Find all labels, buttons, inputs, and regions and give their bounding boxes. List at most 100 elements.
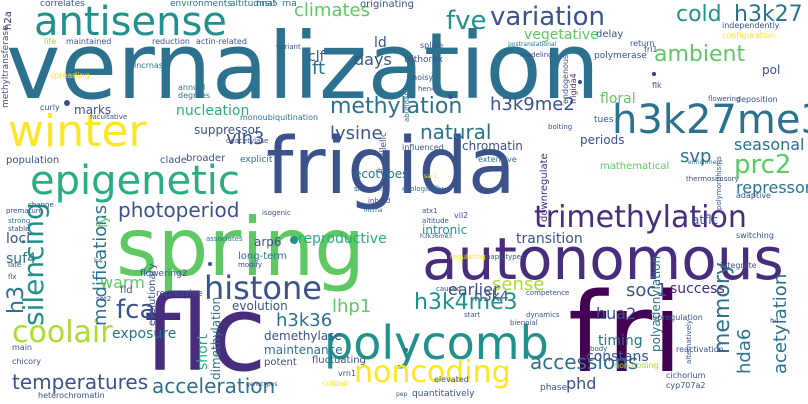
word: regulating: [450, 253, 486, 261]
word: variant: [276, 43, 301, 51]
word: chicory: [12, 357, 42, 366]
word: marks: [74, 103, 112, 117]
word: dimethylation: [209, 296, 223, 380]
word: facultative: [90, 113, 128, 121]
word: fri: [568, 269, 683, 397]
word: accessions: [530, 350, 639, 374]
word: altitude: [422, 217, 449, 225]
word: hua2: [596, 304, 637, 323]
word: lncrna: [364, 207, 383, 214]
word: associates: [206, 235, 243, 243]
word: maintained: [66, 37, 112, 46]
word: abundance: [403, 83, 411, 122]
word: flx: [8, 273, 17, 281]
word: enrichment: [688, 159, 723, 166]
word: vil2: [454, 211, 469, 220]
word: broader: [186, 153, 226, 164]
word: body: [590, 345, 608, 353]
word: fld: [120, 285, 133, 296]
word: deposition: [736, 95, 778, 104]
word: exposure: [112, 326, 177, 342]
word: splice: [420, 41, 444, 50]
word: h3k4me3: [414, 290, 518, 315]
word: variation: [490, 2, 605, 32]
word: main: [12, 343, 32, 352]
word: allelic: [379, 131, 389, 158]
word: success: [670, 281, 725, 297]
word: antisense: [34, 0, 227, 45]
word: cyp707a2: [666, 381, 706, 390]
word: nucleation: [176, 103, 250, 119]
word: return: [630, 39, 655, 48]
word: alternatively: [685, 320, 693, 364]
word: h3k9me2: [490, 94, 575, 115]
word: memory: [710, 262, 735, 354]
word: polyadenylation: [649, 255, 663, 352]
word: fca: [116, 295, 156, 325]
word: polymerase: [594, 51, 647, 61]
word: configuration: [722, 31, 776, 40]
word: histone: [204, 269, 322, 307]
word: cichorium: [666, 371, 706, 380]
word: intronic: [422, 223, 468, 237]
word: polymorphisms: [715, 156, 723, 210]
word: climates: [294, 0, 370, 21]
dot-mark: [652, 72, 656, 76]
word: frl1: [644, 45, 658, 54]
word: caused: [436, 285, 461, 293]
word: noisy: [412, 73, 434, 82]
word: biennial: [510, 319, 538, 327]
word: haplotypes: [486, 253, 525, 261]
word: spreading: [50, 71, 90, 80]
word: premature: [6, 207, 43, 215]
word: floral: [600, 91, 636, 107]
word: mathematical: [600, 161, 670, 172]
word: strong: [8, 217, 31, 225]
word: transition: [516, 231, 583, 247]
word: noncoding: [354, 355, 511, 390]
word: sar1: [424, 173, 438, 180]
word: thermosensory: [686, 175, 739, 183]
word: coldair: [322, 379, 350, 388]
word: elevated: [434, 375, 469, 384]
word: deacetylase: [226, 137, 269, 145]
word: epigenetic: [30, 158, 240, 204]
word: upregulation: [652, 313, 703, 322]
word: flk: [652, 81, 662, 90]
word: atx1: [422, 207, 438, 215]
word: h3: [4, 286, 29, 314]
word: ecologically: [402, 185, 444, 193]
word: frigida4: [569, 73, 578, 104]
word: autonomous: [422, 225, 784, 293]
word: clf: [308, 49, 325, 65]
word: warm: [100, 273, 145, 292]
word: correlates: [40, 0, 85, 9]
word: modeling: [520, 51, 553, 59]
word: monoubiquitination: [240, 113, 319, 122]
word: ecotypes: [354, 167, 409, 181]
word: lncrnas: [134, 61, 163, 70]
word: explicit: [240, 155, 273, 165]
word: clade: [160, 155, 187, 166]
word: rna: [282, 0, 297, 9]
word: photoperiod: [118, 198, 240, 222]
word: population: [6, 155, 60, 166]
word: downregulate: [539, 153, 550, 222]
word: ld: [374, 35, 387, 51]
word: actin-related: [196, 37, 247, 46]
word: soc1: [626, 280, 668, 301]
word: isogenic: [262, 209, 291, 217]
word: maintenance: [264, 343, 343, 357]
dot-mark: [64, 100, 70, 106]
word: potent: [264, 357, 297, 368]
word: box: [378, 167, 391, 175]
word: cold: [676, 2, 722, 27]
word: frigida: [266, 122, 516, 212]
word: annual: [178, 83, 206, 92]
word: atflc: [692, 213, 719, 227]
word: hda6: [734, 328, 755, 374]
word: flc: [144, 273, 267, 395]
word: loci: [6, 231, 31, 247]
word: methyltransferase: [1, 25, 11, 108]
word: sense: [492, 274, 545, 295]
